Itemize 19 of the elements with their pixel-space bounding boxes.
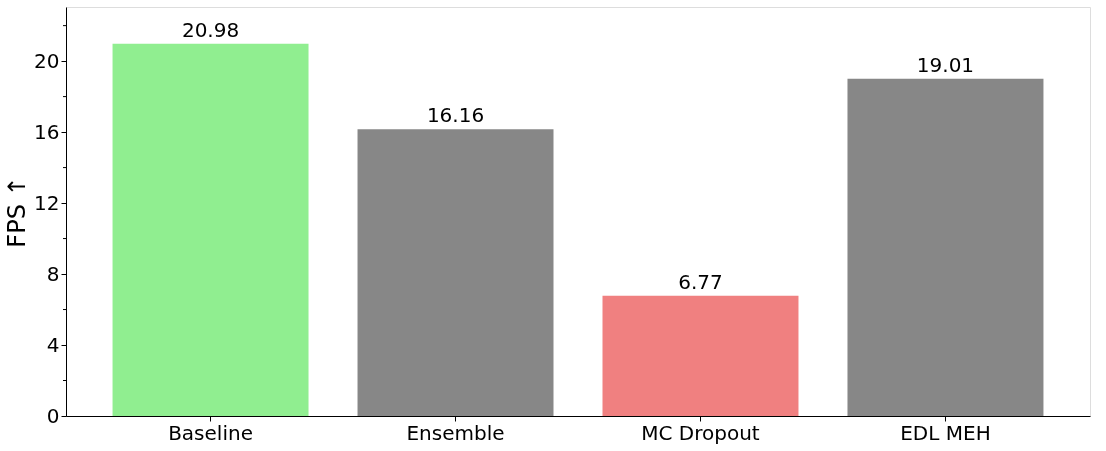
x-tick-label: Baseline (168, 420, 253, 445)
data-label: 6.77 (678, 269, 723, 294)
x-tick-label: EDL MEH (900, 420, 991, 445)
y-tick-label: 16 (34, 119, 60, 144)
bar (602, 295, 799, 416)
data-label: 19.01 (916, 52, 975, 77)
y-tick-label: 0 (46, 403, 60, 428)
y-tick-label: 12 (34, 190, 60, 215)
y-tick-label: 20 (34, 48, 60, 73)
y-tick-label: 4 (46, 332, 60, 357)
y-tick-label: 8 (46, 261, 60, 286)
x-tick-label: Ensemble (406, 420, 505, 445)
bar (357, 129, 554, 416)
bar (112, 43, 309, 416)
bar (847, 78, 1044, 416)
x-tick-label: MC Dropout (641, 420, 760, 445)
data-label: 20.98 (181, 17, 240, 42)
data-label: 16.16 (426, 103, 485, 128)
y-axis-title: FPS ↑ (3, 176, 32, 248)
